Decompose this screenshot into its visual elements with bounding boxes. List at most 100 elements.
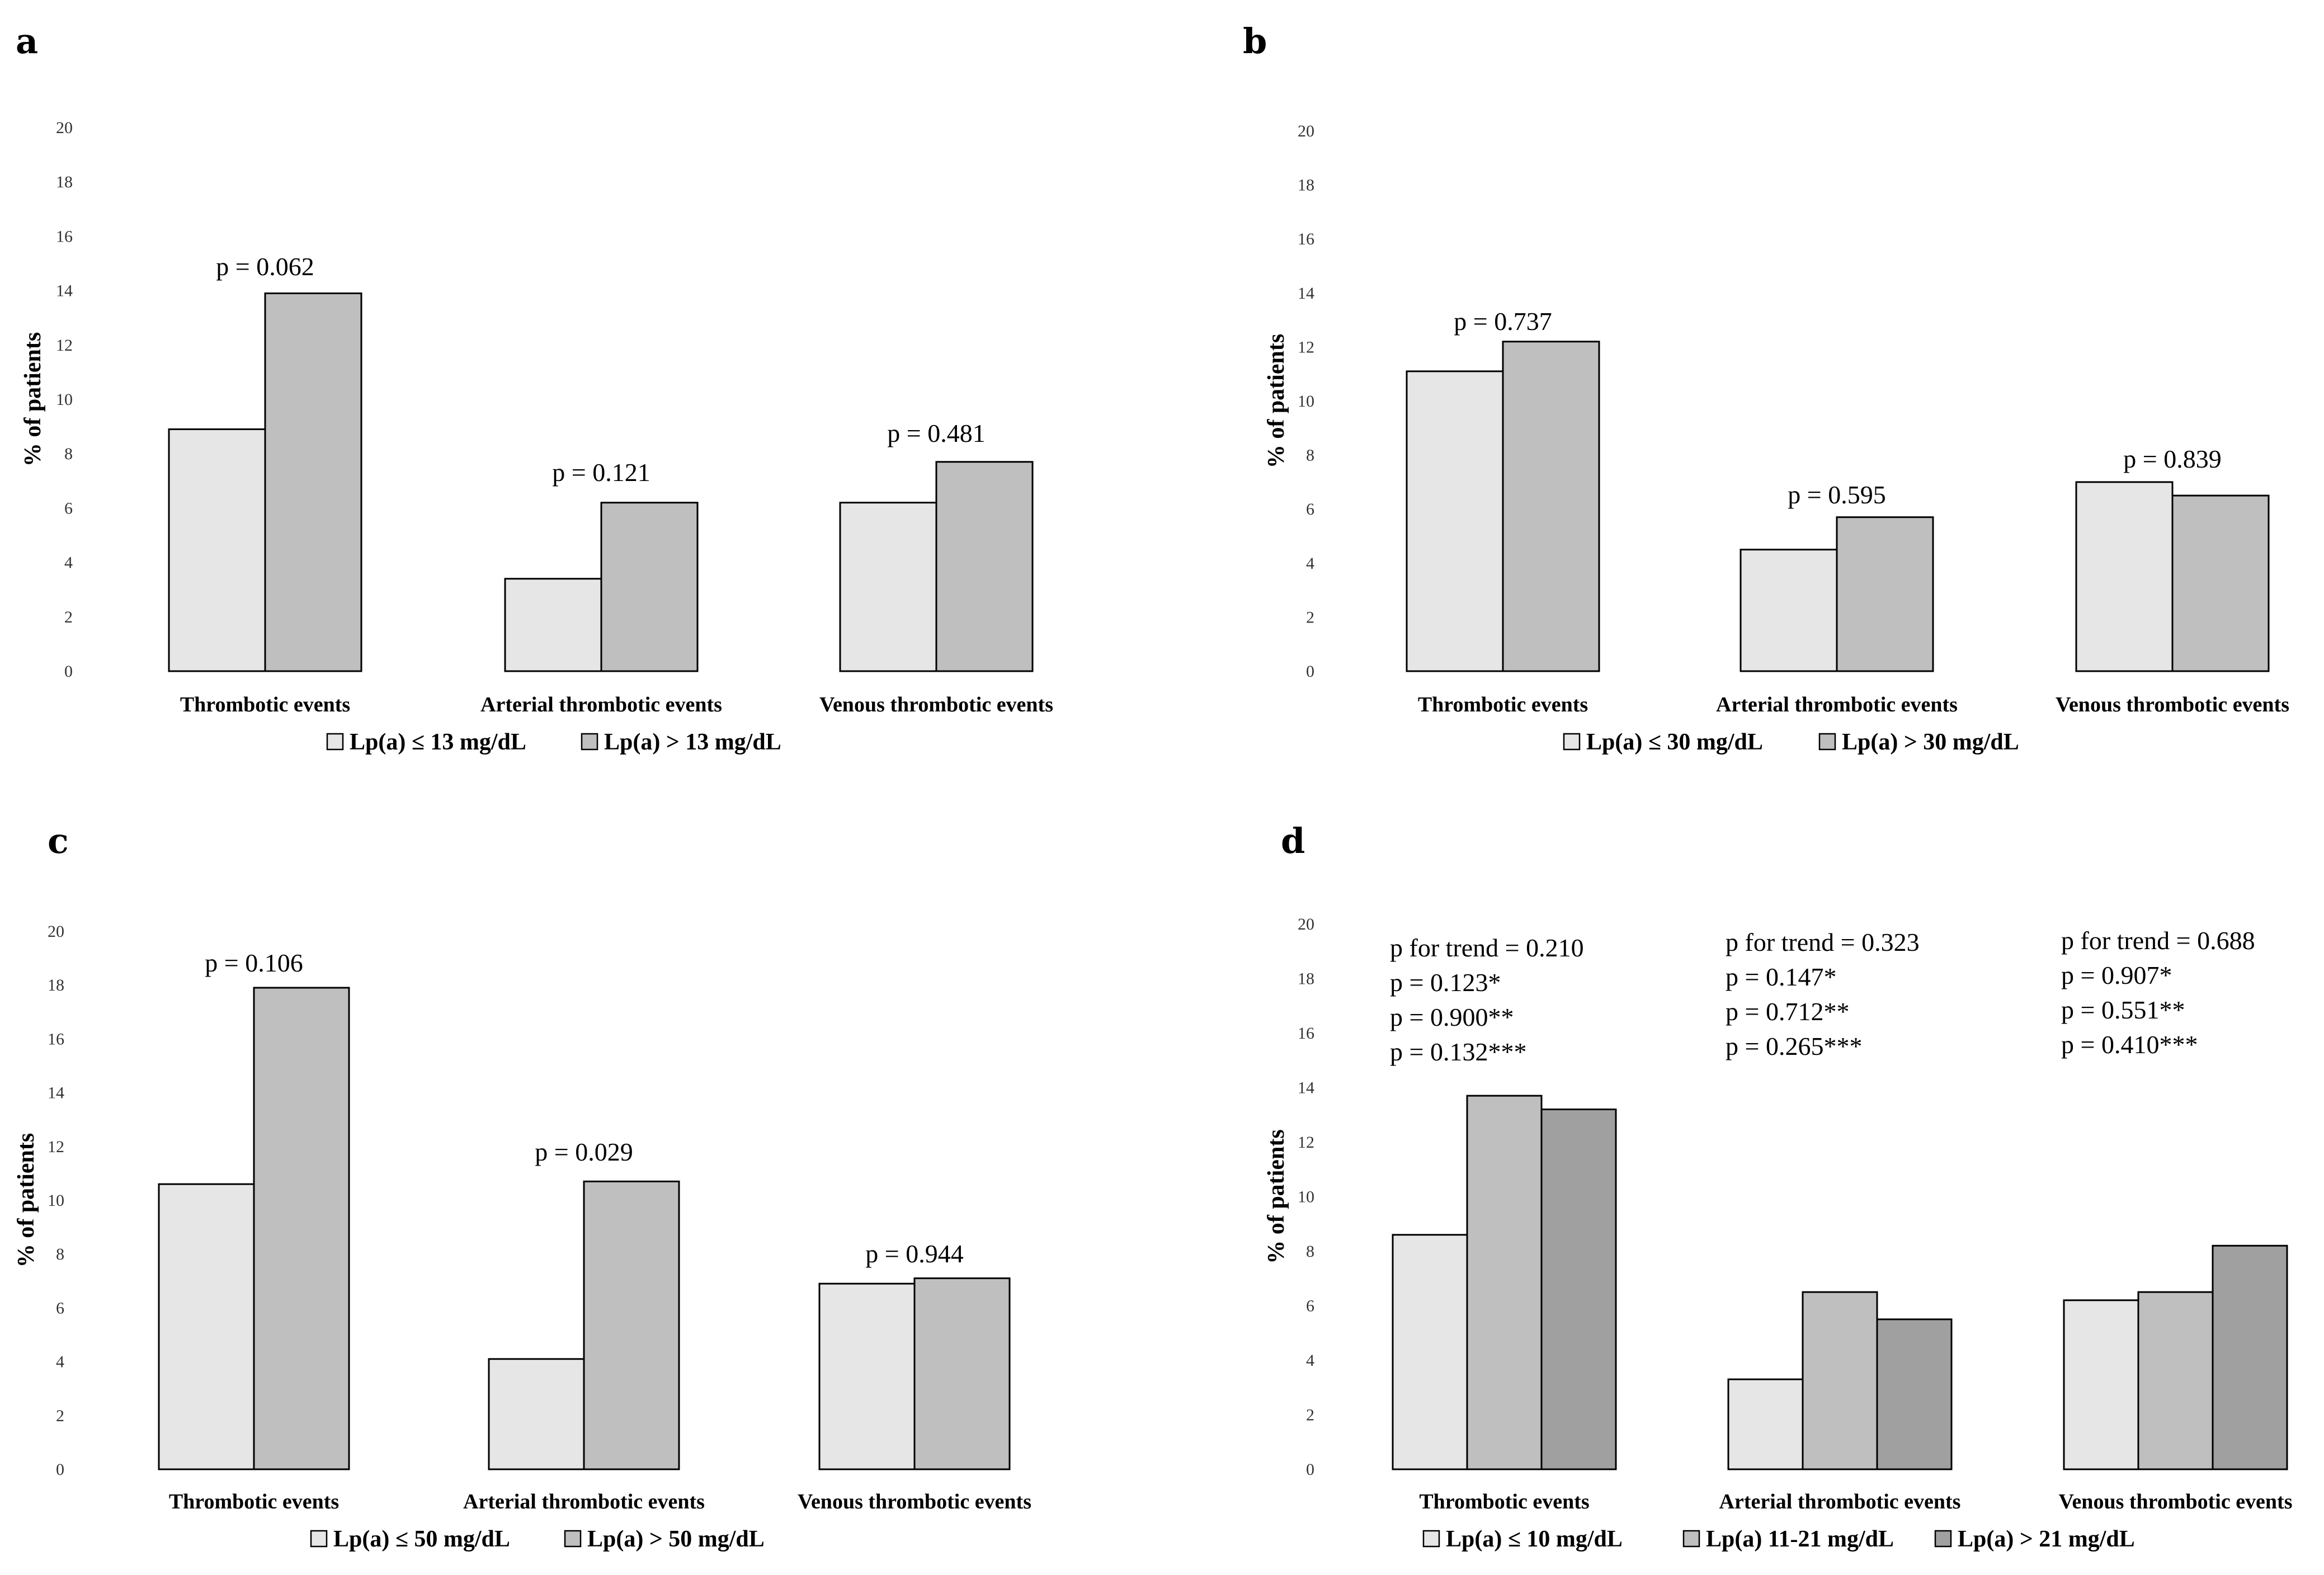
legend-swatch	[1818, 733, 1836, 751]
p-value-annotation: p = 0.907*	[2061, 961, 2172, 989]
bar-arterial-series-2	[583, 1180, 680, 1470]
bar-thrombotic-series-2	[253, 987, 350, 1470]
y-tick-label: 0	[56, 1460, 64, 1479]
y-tick-label: 16	[1298, 1024, 1314, 1043]
category-label: Thrombotic events	[1418, 693, 1588, 716]
category-label: Arterial thrombotic events	[1719, 1490, 1961, 1513]
y-tick-label: 2	[56, 1407, 64, 1425]
category-label: Arterial thrombotic events	[463, 1490, 705, 1513]
p-value-annotation: p = 0.121	[552, 458, 650, 487]
y-tick-label: 20	[1298, 122, 1314, 140]
p-value-annotation: p for trend = 0.323	[1726, 928, 1920, 956]
bar-arterial-series-1	[1740, 549, 1838, 672]
legend-swatch	[326, 733, 344, 751]
panel-letter: b	[1243, 21, 1267, 62]
y-axis-label: % of patients	[13, 1133, 39, 1267]
bar-venous-series-1	[2063, 1299, 2139, 1470]
bar-venous-series-2	[913, 1277, 1011, 1470]
y-tick-label: 20	[48, 922, 64, 941]
panel-letter: c	[48, 820, 69, 861]
y-tick-label: 0	[64, 662, 73, 681]
category-label: Venous thrombotic events	[819, 693, 1053, 716]
legend-label: Lp(a) > 21 mg/dL	[1958, 1526, 2135, 1552]
legend-swatch	[564, 1530, 582, 1548]
p-value-annotation: p = 0.551**	[2061, 996, 2185, 1024]
legend-label: Lp(a) > 50 mg/dL	[587, 1526, 765, 1552]
bar-thrombotic-series-2	[264, 292, 362, 672]
y-tick-label: 4	[1306, 554, 1314, 573]
y-tick-label: 2	[64, 608, 73, 626]
panel-letter: a	[16, 21, 38, 62]
y-tick-label: 0	[1306, 662, 1314, 681]
y-tick-label: 8	[1306, 446, 1314, 465]
y-tick-label: 6	[64, 499, 73, 517]
y-tick-label: 14	[1298, 284, 1314, 303]
p-value-annotation: p = 0.737	[1454, 307, 1552, 336]
y-tick-label: 8	[1306, 1242, 1314, 1261]
bar-thrombotic-series-2	[1502, 341, 1600, 672]
p-value-annotation: p = 0.029	[535, 1138, 633, 1166]
p-value-annotation: p = 0.132***	[1390, 1038, 1526, 1066]
legend-label: Lp(a) ≤ 30 mg/dL	[1586, 729, 1763, 755]
panel-letter: d	[1281, 820, 1305, 861]
p-value-annotation: p for trend = 0.688	[2061, 926, 2255, 955]
y-tick-label: 16	[56, 227, 73, 246]
y-tick-label: 2	[1306, 1406, 1314, 1425]
p-value-annotation: p = 0.944	[865, 1239, 963, 1268]
category-label: Venous thrombotic events	[2056, 693, 2289, 716]
legend-label: Lp(a) ≤ 13 mg/dL	[350, 729, 526, 755]
category-label: Thrombotic events	[169, 1490, 339, 1513]
y-tick-label: 12	[1298, 338, 1314, 356]
y-tick-label: 18	[56, 173, 73, 191]
bar-venous-series-2	[935, 461, 1034, 672]
legend-label: Lp(a) ≤ 10 mg/dL	[1446, 1526, 1623, 1552]
bar-arterial-series-1	[1727, 1378, 1804, 1470]
bar-thrombotic-series-3	[1540, 1109, 1617, 1470]
p-value-annotation: p for trend = 0.210	[1390, 933, 1584, 962]
y-tick-label: 18	[1298, 176, 1314, 195]
p-value-annotation: p = 0.410***	[2061, 1030, 2198, 1059]
y-tick-label: 18	[1298, 970, 1314, 988]
bar-arterial-series-3	[1876, 1318, 1953, 1470]
bar-thrombotic-series-1	[158, 1183, 255, 1470]
y-tick-label: 14	[56, 282, 73, 300]
bar-arterial-series-1	[504, 578, 602, 672]
bar-thrombotic-series-1	[1392, 1234, 1468, 1470]
bar-venous-series-2	[2137, 1291, 2214, 1470]
y-axis-label: % of patients	[20, 332, 46, 466]
y-tick-label: 4	[56, 1353, 64, 1371]
p-value-annotation: p = 0.147*	[1726, 963, 1836, 991]
y-tick-label: 6	[1306, 1297, 1314, 1315]
y-tick-label: 4	[1306, 1351, 1314, 1370]
bar-thrombotic-series-1	[168, 428, 266, 672]
y-tick-label: 8	[64, 445, 73, 463]
category-label: Arterial thrombotic events	[1716, 693, 1958, 716]
panel-c: c 0 2 4 6 8 10 12 14 16 18 20 % of patients Thromboti…	[13, 820, 1031, 1552]
y-tick-label: 14	[1298, 1079, 1314, 1097]
y-tick-label: 10	[1298, 1188, 1314, 1206]
y-tick-label: 16	[48, 1030, 64, 1048]
legend-label: Lp(a) ≤ 50 mg/dL	[333, 1526, 510, 1552]
p-value-annotation: p = 0.123*	[1390, 968, 1501, 997]
y-tick-label: 12	[56, 336, 73, 355]
y-tick-label: 16	[1298, 230, 1314, 248]
y-axis-label: % of patients	[1264, 334, 1289, 468]
y-tick-label: 12	[1298, 1133, 1314, 1152]
y-tick-label: 0	[1306, 1460, 1314, 1479]
p-value-annotation: p = 0.595	[1788, 480, 1885, 509]
y-tick-label: 6	[56, 1299, 64, 1317]
panel-d: d 0 2 4 6 8 10 12 14 16 18 20 % of patients Thromboti…	[1264, 820, 2293, 1552]
legend-swatch	[1422, 1530, 1440, 1548]
bar-arterial-series-2	[600, 502, 699, 672]
bar-venous-series-2	[2171, 494, 2270, 672]
p-value-annotation: p = 0.106	[205, 949, 303, 977]
bar-arterial-series-1	[488, 1358, 585, 1470]
bar-venous-series-1	[2075, 481, 2174, 672]
bar-arterial-series-2	[1836, 516, 1934, 672]
panel-b: b 0 2 4 6 8 10 12 14 16 18 20 % of patients Thromboti…	[1243, 21, 2289, 755]
y-tick-label: 2	[1306, 608, 1314, 626]
y-tick-label: 14	[48, 1084, 64, 1102]
legend-swatch	[1934, 1530, 1952, 1548]
y-tick-label: 12	[48, 1138, 64, 1156]
category-label: Venous thrombotic events	[2058, 1490, 2292, 1513]
